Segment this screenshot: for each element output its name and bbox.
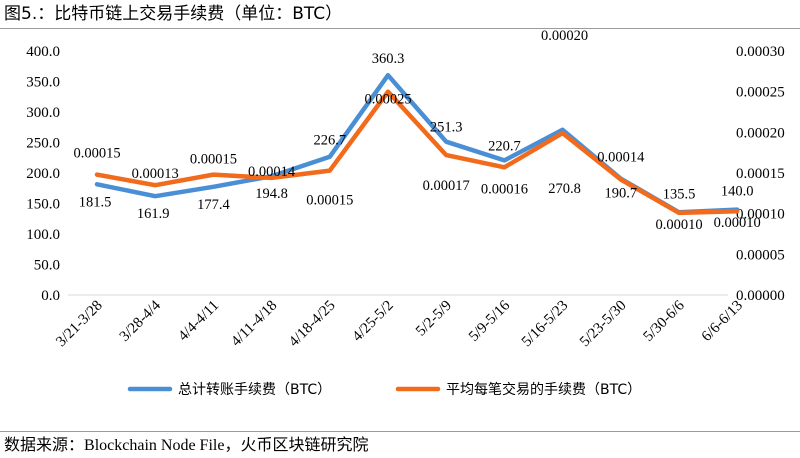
data-labels: 181.5 161.9 177.4 194.8 226.7 360.3 251.3 220.7… bbox=[73, 28, 760, 233]
figure-title: 图5.：比特币链上交易手续费（单位：BTC） bbox=[4, 4, 343, 24]
total-fee-data-label: 181.5 bbox=[79, 194, 112, 210]
left-y-tick-label: 300.0 bbox=[26, 105, 60, 121]
avg-fee-data-label: 0.00017 bbox=[423, 178, 470, 194]
avg-fee-data-label: 0.00014 bbox=[248, 164, 296, 180]
total-fee-data-label: 194.8 bbox=[255, 186, 288, 202]
source-latin: Blockchain Node File bbox=[84, 437, 225, 454]
right-y-tick-label: 0.00025 bbox=[736, 85, 785, 101]
total-fee-data-label: 190.7 bbox=[604, 186, 637, 202]
x-tick-label: 3/21-3/28 bbox=[53, 298, 106, 351]
total-fee-data-label: 177.4 bbox=[197, 197, 230, 213]
x-axis-tick-labels: 3/21-3/28 3/28-4/4 4/4-4/11 4/11-4/18 4/18-4… bbox=[53, 297, 746, 350]
avg-fee-data-label: 0.00014 bbox=[597, 150, 645, 166]
avg-fee-data-label: 0.00010 bbox=[655, 217, 702, 233]
right-y-tick-label: 0.00020 bbox=[736, 125, 785, 141]
total-fee-data-label: 220.7 bbox=[488, 138, 521, 154]
left-y-tick-label: 200.0 bbox=[26, 166, 60, 182]
x-tick-label: 5/30-6/6 bbox=[641, 297, 689, 345]
bottom-divider bbox=[0, 431, 800, 432]
x-tick-label: 4/4-4/11 bbox=[175, 298, 222, 345]
right-y-tick-label: 0.00000 bbox=[736, 288, 785, 304]
x-tick-label: 3/28-4/4 bbox=[117, 297, 165, 345]
source-separator: ， bbox=[224, 435, 241, 454]
x-tick-label: 5/2-5/9 bbox=[413, 298, 455, 340]
left-y-tick-label: 400.0 bbox=[26, 44, 60, 60]
avg-fee-data-label: 0.00016 bbox=[481, 181, 528, 197]
right-y-tick-label: 0.00010 bbox=[736, 207, 785, 223]
legend-label-avg: 平均每笔交易的手续费（BTC） bbox=[446, 381, 641, 398]
right-y-axis-ticks: 0.00000 0.00005 0.00010 0.00015 0.00020 0.000… bbox=[736, 44, 785, 304]
total-fee-data-label: 270.8 bbox=[548, 181, 581, 197]
total-fee-data-label: 360.3 bbox=[372, 51, 405, 67]
left-y-tick-label: 100.0 bbox=[26, 227, 60, 243]
x-tick-label: 4/11-4/18 bbox=[228, 298, 280, 350]
left-y-tick-label: 350.0 bbox=[26, 75, 60, 91]
source-org: 火币区块链研究院 bbox=[240, 435, 369, 454]
top-divider bbox=[0, 28, 800, 29]
legend: 总计转账手续费（BTC） 平均每笔交易的手续费（BTC） bbox=[127, 381, 641, 398]
left-y-tick-label: 0.0 bbox=[41, 288, 60, 304]
left-y-axis-ticks: 0.0 50.0 100.0 150.0 200.0 250.0 300.0 350.0 400… bbox=[26, 44, 60, 304]
avg-fee-data-label: 0.00025 bbox=[364, 92, 411, 108]
right-y-tick-label: 0.00030 bbox=[736, 44, 785, 60]
source-label: 数据来源： bbox=[4, 435, 85, 454]
source-note: 数据来源：Blockchain Node File，火币区块链研究院 bbox=[4, 434, 368, 457]
series-lines bbox=[94, 72, 740, 216]
total-fee-data-label: 135.5 bbox=[663, 186, 696, 202]
total-fee-data-label: 251.3 bbox=[430, 120, 463, 136]
x-tick-label: 5/16-5/23 bbox=[519, 298, 572, 351]
x-tick-label: 4/18-4/25 bbox=[286, 298, 339, 351]
total-fee-data-label: 161.9 bbox=[137, 206, 170, 222]
avg-fee-data-label: 0.00010 bbox=[714, 215, 761, 231]
total-fee-data-label: 226.7 bbox=[313, 133, 346, 149]
x-tick-label: 5/23-5/30 bbox=[577, 298, 630, 351]
left-y-tick-label: 50.0 bbox=[34, 258, 60, 274]
avg-fee-data-label: 0.00020 bbox=[541, 28, 588, 44]
avg-fee-data-label: 0.00015 bbox=[306, 193, 353, 209]
avg-fee-data-label: 0.00015 bbox=[73, 146, 120, 162]
x-tick-label: 6/6-6/13 bbox=[699, 298, 746, 345]
avg-fee-data-label: 0.00015 bbox=[190, 152, 237, 168]
left-y-tick-label: 250.0 bbox=[26, 136, 60, 152]
left-y-tick-label: 150.0 bbox=[26, 197, 60, 213]
x-tick-label: 5/9-5/16 bbox=[466, 297, 514, 345]
total-fee-data-label: 140.0 bbox=[721, 184, 754, 200]
avg-fee-line bbox=[94, 89, 740, 216]
line-chart: 0.0 50.0 100.0 150.0 200.0 250.0 300.0 350.0 400… bbox=[26, 28, 785, 398]
legend-label-total: 总计转账手续费（BTC） bbox=[178, 381, 331, 398]
x-tick-label: 4/25-5/2 bbox=[350, 298, 397, 345]
avg-fee-data-label: 0.00013 bbox=[132, 166, 179, 182]
right-y-tick-label: 0.00005 bbox=[736, 247, 785, 263]
right-y-tick-label: 0.00015 bbox=[736, 166, 785, 182]
